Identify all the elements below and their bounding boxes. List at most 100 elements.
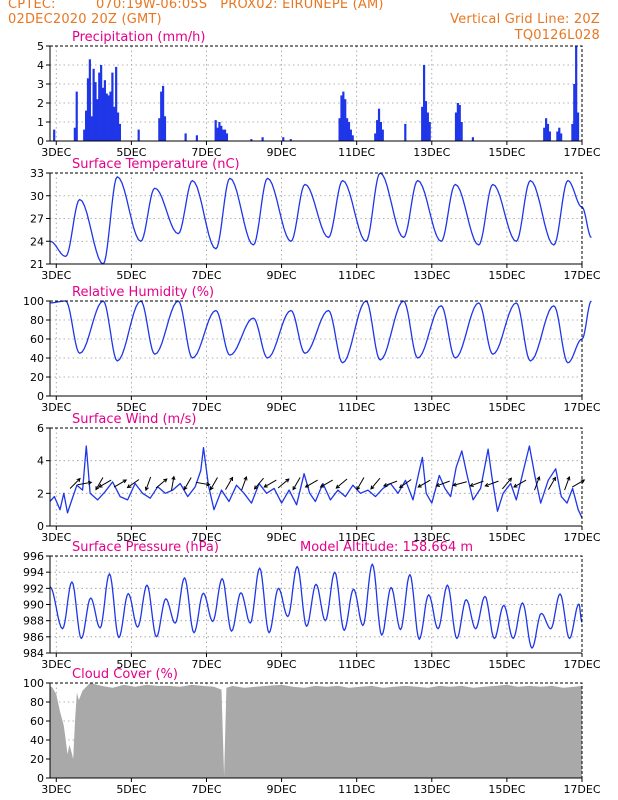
wind-arrow — [382, 480, 398, 487]
wind-arrow-head — [507, 477, 513, 482]
precip-bar — [374, 133, 377, 141]
humidity-y-tick-label: 0 — [37, 390, 44, 403]
precip-bar — [282, 137, 285, 141]
temperature-panel: 21 24 27 30 33 3DEC 5DEC 7DEC 9DEC 11DEC 13DEC 15DE… — [30, 157, 601, 282]
precip-bar — [424, 101, 428, 141]
precip-x-tick-label: 13DEC — [413, 146, 450, 159]
humidity-frame — [49, 300, 583, 397]
wind-arrow — [484, 480, 499, 487]
humidity-panel: 0 20 40 60 80 100 3DEC 5DEC 7DEC 9DEC 11DEC 13DEC 15… — [23, 285, 601, 414]
wind-arrow-head — [183, 486, 188, 491]
wind-arrow-head — [435, 482, 441, 487]
wind-x-tick-label: 9DEC — [267, 531, 297, 544]
precip-bar — [109, 91, 112, 141]
wind-arrow — [95, 477, 104, 491]
wind-arrow-head — [209, 486, 214, 491]
wind-arrow-shaft — [305, 479, 318, 488]
pressure-y-tick-label: 988 — [23, 615, 44, 628]
pressure-subtitle: Model Altitude: 158.664 m — [300, 540, 473, 555]
precip-bar — [85, 110, 88, 141]
humidity-title: Relative Humidity (%) — [72, 285, 214, 300]
precip-bar — [103, 80, 106, 141]
wind-x-tick-label: 3DEC — [41, 531, 71, 544]
temperature-y-tick-label: 27 — [30, 213, 44, 226]
precip-bar — [376, 120, 379, 141]
wind-arrow — [77, 480, 93, 486]
wind-arrow-shaft — [113, 479, 127, 488]
temperature-x-tick-label: 11DEC — [338, 269, 375, 282]
wind-arrow-shaft — [127, 479, 140, 488]
wind-arrow-head — [163, 478, 168, 483]
wind-line — [49, 445, 583, 519]
precip-bar — [250, 139, 253, 141]
temperature-x-tick-label: 13DEC — [413, 269, 450, 282]
precip-bar — [458, 104, 461, 141]
precip-x-tick-label: 15DEC — [488, 146, 525, 159]
precip-bar — [454, 112, 458, 141]
wind-arrow-shaft — [170, 476, 175, 491]
wind-arrow-shaft — [356, 477, 365, 490]
precip-bar — [340, 95, 343, 141]
wind-y-tick-label: 0 — [37, 520, 44, 533]
precip-bar — [560, 133, 563, 141]
precip-bar — [214, 120, 217, 141]
precip-y-tick-label: 5 — [37, 40, 44, 53]
precip-bar — [94, 82, 97, 141]
precip-bar — [220, 125, 223, 141]
precip-x-tick-label: 3DEC — [41, 146, 71, 159]
cloud-y-tick-label: 60 — [30, 715, 44, 728]
wind-arrow — [513, 479, 527, 488]
precip-bar — [216, 127, 219, 141]
wind-arrow-shaft — [383, 480, 398, 487]
wind-arrow — [304, 479, 318, 488]
precip-bar — [573, 84, 576, 141]
precip-bar — [73, 127, 76, 141]
precip-bar — [137, 129, 140, 141]
wind-arrow-shaft — [145, 476, 152, 491]
precip-bar — [105, 93, 108, 141]
cloud-title: Cloud Cover (%) — [72, 667, 178, 682]
precip-bar — [421, 106, 424, 141]
wind-arrow — [113, 479, 128, 488]
precip-bar — [338, 118, 341, 141]
precip-x-tick-label: 17DEC — [563, 146, 600, 159]
wind-arrow — [435, 480, 450, 487]
pressure-x-tick-label: 11DEC — [338, 658, 375, 671]
precip-title: Precipitation (mm/h) — [72, 30, 205, 45]
pressure-x-tick-label: 13DEC — [413, 658, 450, 671]
precip-bar — [111, 72, 114, 141]
precip-y-tick-label: 4 — [37, 59, 44, 72]
humidity-y-tick-label: 80 — [30, 314, 44, 327]
pressure-y-tick-label: 994 — [23, 566, 44, 579]
cloud-x-tick-label: 17DEC — [563, 783, 600, 796]
precip-bar — [571, 123, 574, 141]
precip-x-tick-label: 5DEC — [116, 146, 146, 159]
wind-x-tick-label: 13DEC — [413, 531, 450, 544]
wind-arrow-shaft — [225, 477, 233, 490]
temperature-x-tick-label: 3DEC — [41, 269, 71, 282]
precip-bar — [556, 131, 559, 141]
precip-y-tick-label: 1 — [37, 116, 44, 129]
pressure-x-tick-label: 3DEC — [41, 658, 71, 671]
wind-arrow — [195, 481, 211, 487]
cloud-x-tick-label: 3DEC — [41, 783, 71, 796]
wind-arrow — [263, 479, 277, 488]
pressure-y-tick-label: 992 — [23, 582, 44, 595]
wind-arrow-shaft — [399, 479, 412, 488]
precip-bar — [98, 72, 101, 141]
precip-bar — [96, 99, 99, 141]
precip-bar — [184, 133, 187, 141]
wind-arrow-head — [417, 483, 422, 488]
header-location: 070:19W-06:05S PROX02: EIRUNEPE (AM) — [96, 0, 384, 12]
wind-arrow — [155, 478, 168, 489]
precip-bar — [116, 112, 120, 141]
wind-arrow-shaft — [470, 480, 484, 487]
humidity-x-tick-label: 15DEC — [488, 401, 525, 414]
pressure-panel: 984 986 988 990 992 994 996 3DEC 5DEC 7DEC 9DEC 11D… — [23, 540, 601, 671]
wind-arrow-head — [206, 482, 211, 487]
wind-arrow-shaft — [95, 477, 104, 490]
precip-bar — [107, 95, 110, 141]
wind-x-tick-label: 17DEC — [563, 531, 600, 544]
precip-bar — [422, 65, 426, 141]
